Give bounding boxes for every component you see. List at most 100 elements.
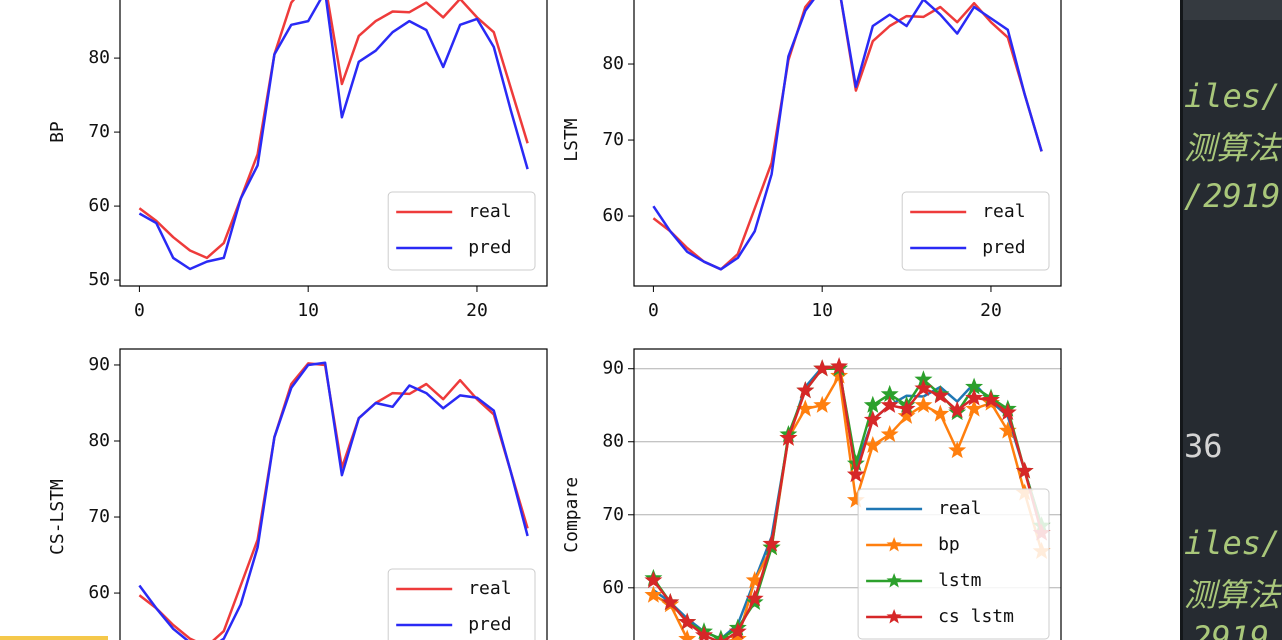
point-marker bbox=[998, 403, 1017, 421]
plot-area bbox=[138, 361, 529, 640]
legend-label: bp bbox=[938, 534, 960, 555]
y-tick-label: 60 bbox=[602, 577, 624, 598]
axes-frame bbox=[119, 0, 548, 287]
point-marker bbox=[948, 400, 967, 418]
y-tick-label: 80 bbox=[602, 53, 624, 74]
axes-frame bbox=[633, 0, 1062, 287]
y-tick-label: 50 bbox=[88, 269, 110, 290]
point-marker bbox=[830, 357, 849, 375]
x-tick-label: 0 bbox=[648, 300, 659, 321]
legend-box bbox=[387, 191, 536, 271]
point-marker bbox=[897, 399, 916, 417]
x-tick-label: 10 bbox=[297, 300, 319, 321]
editor-line: 2919 bbox=[1192, 619, 1269, 640]
legend: real bp lstm cs lstm bbox=[857, 488, 1050, 640]
y-tick-label: 70 bbox=[88, 121, 110, 142]
legend-box bbox=[857, 488, 1050, 640]
point-marker bbox=[762, 534, 781, 552]
x-tick-label: 0 bbox=[134, 300, 145, 321]
point-marker bbox=[982, 390, 1000, 408]
plot-area bbox=[652, 0, 1043, 271]
point-marker bbox=[678, 629, 697, 640]
point-marker bbox=[813, 359, 832, 377]
y-axis-label: Compare bbox=[561, 477, 582, 553]
editor-line: iles/ bbox=[1184, 77, 1280, 115]
editor-border bbox=[1180, 0, 1183, 640]
editor-line: 测算法 bbox=[1184, 576, 1282, 614]
point-marker bbox=[644, 571, 663, 589]
series-line bbox=[138, 0, 529, 271]
legend-box bbox=[901, 191, 1050, 271]
point-marker bbox=[965, 399, 984, 417]
y-tick-label: 80 bbox=[602, 431, 624, 452]
point-marker bbox=[678, 612, 697, 630]
legend-label: real bbox=[982, 201, 1025, 222]
y-tick-label: 60 bbox=[88, 195, 110, 216]
y-axis-label: BP bbox=[47, 121, 68, 143]
point-marker bbox=[711, 633, 730, 640]
point-marker bbox=[846, 465, 865, 483]
point-marker bbox=[863, 435, 882, 454]
axes-frame bbox=[633, 348, 1062, 640]
legend-label: real bbox=[468, 201, 511, 222]
point-marker bbox=[779, 428, 798, 446]
y-tick-label: 60 bbox=[88, 582, 110, 603]
legend-box bbox=[387, 568, 536, 640]
y-axis-label: LSTM bbox=[561, 118, 582, 162]
point-marker bbox=[914, 378, 933, 397]
point-marker bbox=[745, 589, 764, 607]
legend-label: pred bbox=[468, 237, 511, 258]
legend: real pred bbox=[387, 568, 536, 640]
point-marker bbox=[931, 404, 950, 422]
legend-marker bbox=[886, 537, 902, 552]
legend-label: pred bbox=[468, 614, 511, 635]
point-marker bbox=[695, 625, 713, 640]
series-line bbox=[652, 0, 1043, 271]
point-marker bbox=[880, 424, 899, 443]
point-marker bbox=[813, 395, 832, 413]
y-tick-label: 60 bbox=[602, 205, 624, 226]
point-marker bbox=[914, 395, 933, 413]
legend-label: real bbox=[468, 578, 511, 599]
legend-marker bbox=[886, 573, 902, 588]
y-tick-label: 90 bbox=[88, 354, 110, 375]
plot-area bbox=[644, 357, 1051, 640]
legend-marker bbox=[886, 609, 902, 624]
y-tick-label: 70 bbox=[602, 129, 624, 150]
point-marker bbox=[796, 381, 815, 399]
point-marker bbox=[965, 388, 984, 406]
y-tick-label: 70 bbox=[602, 504, 624, 525]
point-marker bbox=[880, 395, 899, 413]
point-marker bbox=[863, 410, 882, 428]
legend-label: lstm bbox=[938, 570, 981, 591]
legend-label: pred bbox=[982, 237, 1025, 258]
legend-label: cs lstm bbox=[938, 606, 1014, 627]
y-tick-label: 70 bbox=[88, 506, 110, 527]
x-tick-label: 10 bbox=[811, 300, 833, 321]
plot-area bbox=[138, 0, 529, 271]
point-marker bbox=[948, 441, 967, 459]
point-marker bbox=[1015, 461, 1034, 479]
y-tick-label: 80 bbox=[88, 47, 110, 68]
legend: real pred bbox=[387, 191, 536, 271]
editor-line: 36 bbox=[1184, 427, 1223, 465]
point-marker bbox=[644, 585, 663, 603]
series-line bbox=[138, 361, 529, 640]
y-axis-label: CS-LSTM bbox=[47, 479, 68, 555]
taskbar-strip bbox=[0, 636, 108, 640]
series-line bbox=[138, 0, 529, 260]
point-marker bbox=[728, 622, 747, 640]
axes-frame bbox=[119, 348, 548, 640]
editor-line: iles/ bbox=[1184, 524, 1280, 562]
legend: real pred bbox=[901, 191, 1050, 271]
point-marker bbox=[661, 592, 680, 611]
point-marker bbox=[863, 395, 882, 413]
editor-panel bbox=[1180, 0, 1282, 640]
editor-line: 测算法 bbox=[1184, 129, 1282, 167]
point-marker bbox=[931, 386, 950, 404]
y-tick-label: 80 bbox=[88, 430, 110, 451]
y-tick-label: 90 bbox=[602, 358, 624, 379]
x-tick-label: 20 bbox=[466, 300, 488, 321]
